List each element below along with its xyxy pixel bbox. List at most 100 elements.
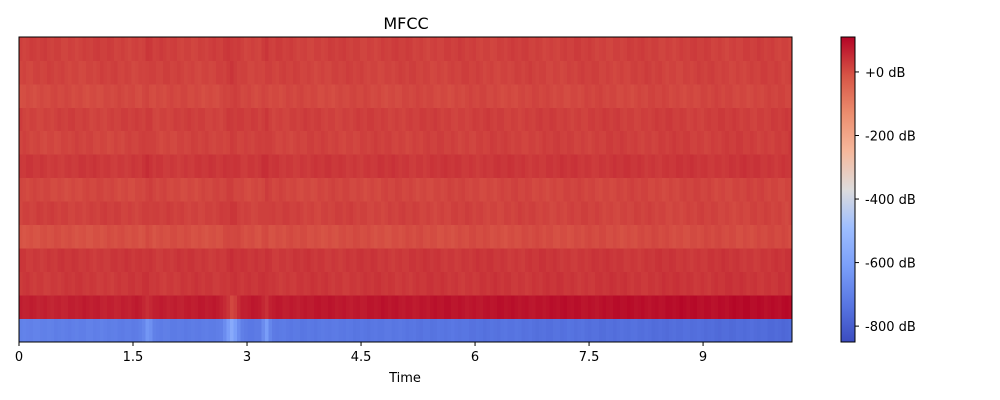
heatmap-cell (774, 60, 779, 85)
heatmap-cell (616, 177, 621, 202)
heatmap-cell (482, 271, 487, 296)
heatmap-cell (412, 318, 417, 343)
heatmap-cell (257, 248, 262, 273)
heatmap-cell (658, 224, 663, 249)
heatmap-cell (289, 60, 294, 85)
heatmap-cell (440, 224, 445, 249)
heatmap-cell (286, 107, 290, 132)
heatmap-cell (78, 107, 83, 132)
heatmap-cell (328, 224, 333, 249)
heatmap-cell (366, 248, 371, 273)
heatmap-cell (250, 295, 255, 319)
heatmap-cell (131, 37, 136, 61)
heatmap-cell (398, 154, 403, 179)
heatmap-cell (75, 60, 80, 85)
heatmap-cell (426, 177, 431, 202)
heatmap-cell (356, 37, 361, 61)
heatmap-cell (201, 177, 206, 202)
heatmap-cell (229, 83, 234, 108)
heatmap-cell (173, 177, 178, 202)
heatmap-cell (191, 83, 196, 108)
heatmap-cell (405, 107, 410, 132)
heatmap-cell (303, 37, 308, 61)
heatmap-cell (212, 248, 217, 273)
heatmap-cell (553, 201, 557, 226)
heatmap-cell (697, 318, 702, 343)
heatmap-cell (644, 318, 649, 343)
heatmap-cell (134, 201, 139, 226)
heatmap-cell (180, 224, 185, 249)
heatmap-cell (163, 224, 167, 249)
heatmap-cell (644, 224, 649, 249)
heatmap-cell (61, 177, 66, 202)
heatmap-cell (591, 60, 596, 85)
heatmap-cell (658, 201, 663, 226)
heatmap-cell (626, 201, 631, 226)
heatmap-cell (300, 60, 304, 85)
heatmap-cell (489, 271, 494, 296)
heatmap-cell (612, 83, 617, 108)
heatmap-cell (57, 107, 62, 132)
heatmap-cell (384, 177, 389, 202)
heatmap-cell (433, 154, 438, 179)
heatmap-cell (356, 60, 361, 85)
heatmap-cell (623, 83, 628, 108)
heatmap-cell (391, 224, 396, 249)
heatmap-cell (363, 130, 368, 155)
heatmap-cell (99, 177, 104, 202)
heatmap-cell (788, 83, 793, 108)
heatmap-cell (595, 318, 600, 343)
heatmap-cell (26, 224, 30, 249)
heatmap-cell (22, 177, 27, 202)
heatmap-cell (184, 37, 189, 61)
heatmap-cell (194, 177, 199, 202)
heatmap-cell (331, 295, 336, 319)
heatmap-cell (514, 37, 519, 61)
heatmap-cell (707, 83, 712, 108)
heatmap-cell (602, 248, 607, 273)
heatmap-cell (131, 295, 136, 319)
heatmap-cell (103, 248, 108, 273)
heatmap-cell (36, 224, 41, 249)
heatmap-cell (412, 130, 417, 155)
heatmap-cell (451, 295, 456, 319)
heatmap-cell (623, 37, 628, 61)
heatmap-cell (338, 295, 343, 319)
heatmap-cell (447, 224, 452, 249)
heatmap-cell (489, 295, 494, 319)
heatmap-cell (549, 83, 554, 108)
heatmap-cell (539, 201, 543, 226)
heatmap-cell (454, 271, 459, 296)
heatmap-cell (282, 201, 287, 226)
heatmap-cell (240, 154, 245, 179)
heatmap-cell (556, 60, 561, 85)
colorbar (840, 36, 856, 343)
heatmap-cell (567, 83, 572, 108)
heatmap-cell (377, 248, 382, 273)
heatmap-cell (739, 130, 744, 155)
heatmap-cell (486, 177, 491, 202)
heatmap-cell (236, 271, 241, 296)
heatmap-cell (180, 295, 185, 319)
heatmap-cell (229, 60, 234, 85)
heatmap-cell (524, 154, 529, 179)
heatmap-cell (482, 318, 487, 343)
heatmap-cell (528, 107, 533, 132)
heatmap-cell (419, 60, 424, 85)
heatmap-cell (770, 271, 775, 296)
heatmap-cell (373, 271, 378, 296)
heatmap-cell (222, 107, 227, 132)
heatmap-cell (22, 295, 27, 319)
heatmap-cell (651, 224, 656, 249)
heatmap-cell (591, 271, 596, 296)
heatmap-cell (679, 318, 684, 343)
heatmap-cell (106, 295, 111, 319)
heatmap-cell (275, 295, 280, 319)
heatmap-cell (110, 271, 115, 296)
heatmap-cell (556, 83, 561, 108)
heatmap-cell (728, 60, 733, 85)
heatmap-cell (106, 83, 111, 108)
heatmap-cell (563, 37, 568, 61)
heatmap-cell (33, 37, 37, 61)
heatmap-cell (644, 60, 649, 85)
